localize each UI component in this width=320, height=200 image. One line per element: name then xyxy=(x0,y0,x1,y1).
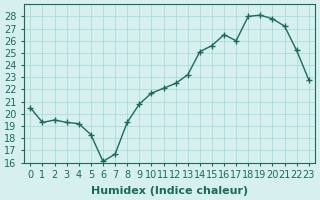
X-axis label: Humidex (Indice chaleur): Humidex (Indice chaleur) xyxy=(91,186,248,196)
